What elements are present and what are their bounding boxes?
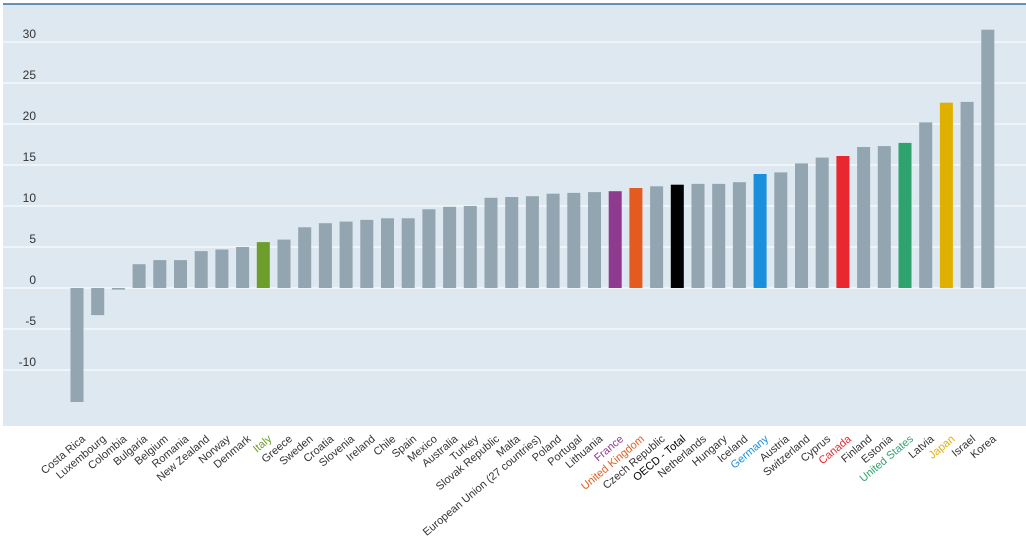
bar[interactable] [919,122,933,289]
bar[interactable] [815,157,829,288]
bar[interactable] [774,172,788,288]
bar[interactable] [339,221,353,288]
bar[interactable] [318,223,332,288]
bar[interactable] [463,206,477,288]
bar[interactable] [174,260,187,288]
bar[interactable] [422,209,436,288]
category-labels: Costa RicaLuxembourgColombiaBulgariaBelg… [39,433,999,539]
bar[interactable] [608,191,622,288]
bar[interactable] [360,219,374,288]
bar[interactable] [91,288,105,316]
bar[interactable] [484,197,498,288]
y-tick-label: 0 [29,273,36,287]
bar[interactable] [381,218,394,288]
bar[interactable] [981,29,995,288]
y-tick-label: -5 [25,314,36,328]
bar[interactable] [256,242,270,288]
y-tick-label: 10 [23,191,37,205]
bar[interactable] [70,288,84,402]
y-tick-label: 15 [23,150,37,164]
bar[interactable] [753,174,767,288]
bar[interactable] [939,102,953,288]
bar[interactable] [691,183,705,288]
bar[interactable] [546,193,560,288]
bar[interactable] [836,156,850,288]
bar[interactable] [732,182,746,288]
bar[interactable] [650,186,664,288]
y-tick-label: 25 [23,68,37,82]
bar[interactable] [670,184,684,288]
bar[interactable] [960,101,974,289]
y-axis-tick-labels: 30 25 20 15 10 5 0 -5 -10 [19,27,37,369]
y-tick-label: 30 [23,27,37,41]
bar[interactable] [236,247,250,288]
y-tick-label: -10 [19,355,37,369]
bar[interactable] [401,218,415,288]
bar[interactable] [877,146,891,288]
bar[interactable] [194,251,208,288]
bar[interactable] [277,239,291,288]
y-tick-label: 20 [23,109,37,123]
bar[interactable] [567,192,581,288]
bar[interactable] [505,197,519,288]
bar[interactable] [525,196,539,288]
bar[interactable] [795,163,808,288]
bar[interactable] [298,227,312,288]
bar[interactable] [111,288,125,290]
bar[interactable] [215,249,229,289]
bar[interactable] [153,260,167,288]
bar[interactable] [588,192,601,288]
bar[interactable] [898,142,912,288]
bar[interactable] [443,206,457,288]
bar[interactable] [132,264,146,288]
bar[interactable] [857,147,871,288]
y-tick-label: 5 [29,232,36,246]
bar[interactable] [712,183,726,288]
bar[interactable] [629,188,643,288]
bars [70,29,995,402]
